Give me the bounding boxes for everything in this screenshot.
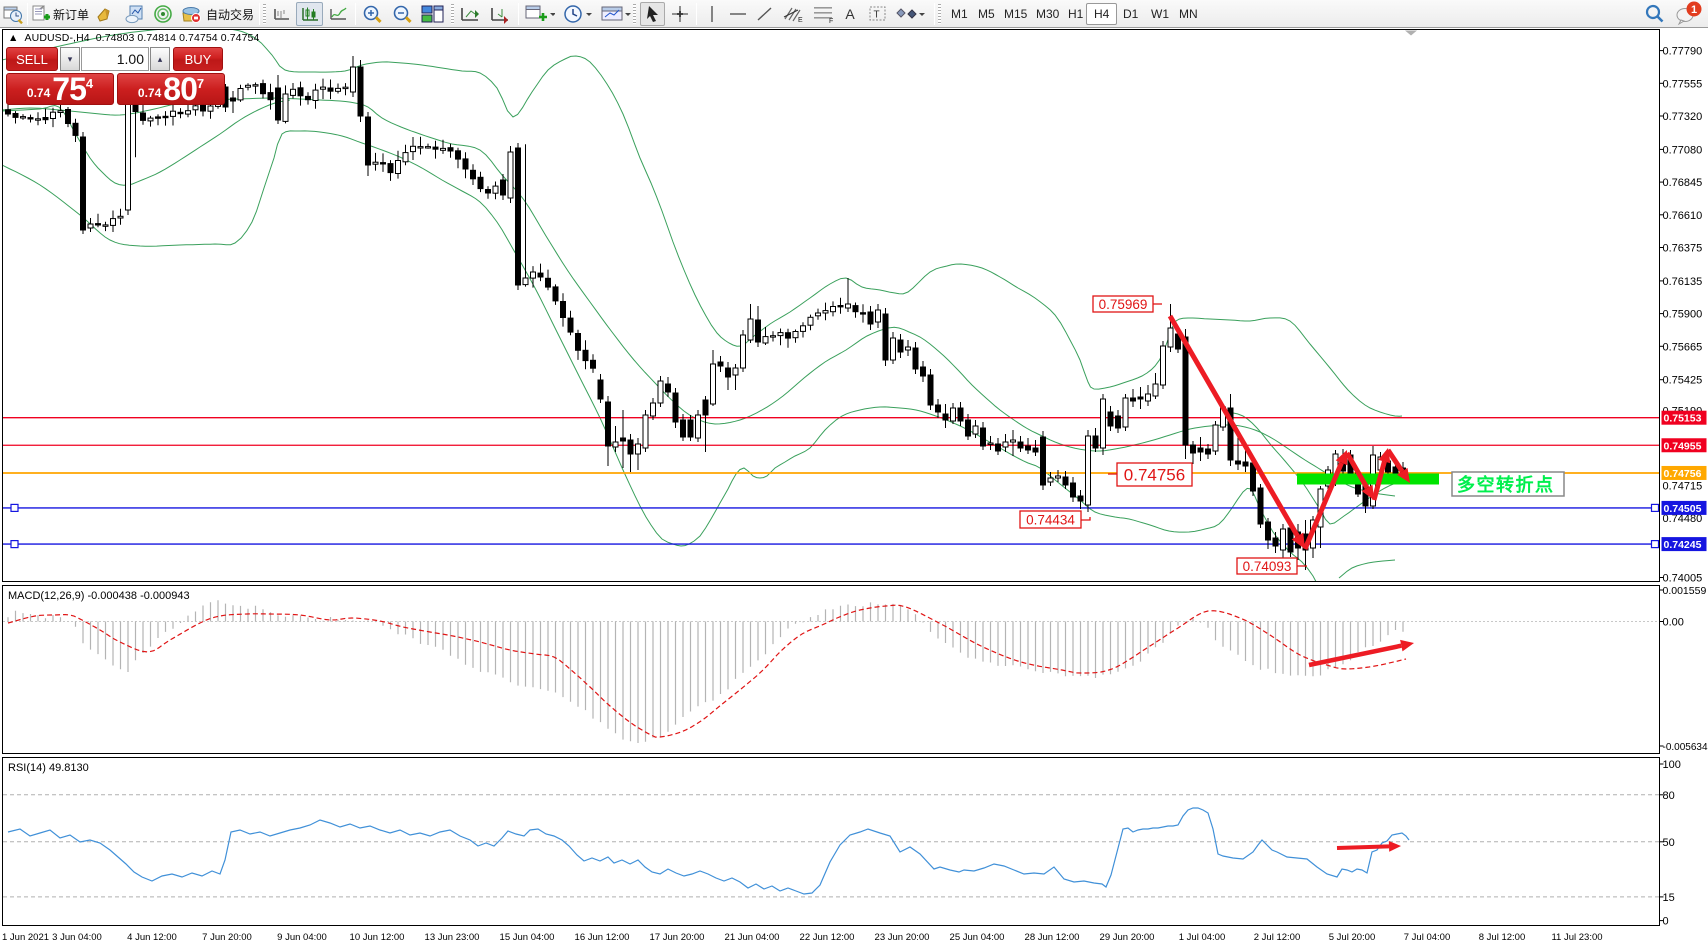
svg-text:0.77555: 0.77555 bbox=[1663, 78, 1703, 90]
svg-text:F: F bbox=[829, 18, 833, 24]
svg-text:-0.005634: -0.005634 bbox=[1663, 742, 1708, 753]
svg-text:23 Jun 20:00: 23 Jun 20:00 bbox=[875, 932, 930, 943]
svg-text:4 Jun 12:00: 4 Jun 12:00 bbox=[127, 932, 177, 943]
svg-text:0.74434: 0.74434 bbox=[1026, 512, 1075, 527]
svg-text:0.74005: 0.74005 bbox=[1663, 573, 1703, 585]
svg-text:28 Jun 12:00: 28 Jun 12:00 bbox=[1025, 932, 1080, 943]
svg-text:7 Jul 04:00: 7 Jul 04:00 bbox=[1404, 932, 1450, 943]
svg-text:2 Jul 12:00: 2 Jul 12:00 bbox=[1254, 932, 1300, 943]
svg-text:0.74480: 0.74480 bbox=[1663, 513, 1703, 525]
svg-text:T: T bbox=[874, 10, 880, 21]
svg-text:E: E bbox=[798, 17, 803, 24]
svg-text:100: 100 bbox=[1663, 759, 1681, 771]
svg-text:21 Jun 04:00: 21 Jun 04:00 bbox=[725, 932, 780, 943]
svg-text:MACD(12,26,9) -0.000438 -0.000: MACD(12,26,9) -0.000438 -0.000943 bbox=[8, 590, 190, 602]
svg-text:0.74756: 0.74756 bbox=[1124, 466, 1185, 485]
svg-text:0.74245: 0.74245 bbox=[1664, 539, 1702, 551]
svg-text:0.75900: 0.75900 bbox=[1663, 309, 1703, 321]
svg-text:0.74955: 0.74955 bbox=[1664, 440, 1702, 452]
svg-text:1: 1 bbox=[1691, 4, 1697, 16]
svg-text:29 Jun 20:00: 29 Jun 20:00 bbox=[1100, 932, 1155, 943]
svg-text:15: 15 bbox=[1663, 892, 1675, 904]
svg-text:多空转折点: 多空转折点 bbox=[1457, 474, 1555, 495]
svg-text:3 Jun 04:00: 3 Jun 04:00 bbox=[52, 932, 102, 943]
svg-text:9 Jun 04:00: 9 Jun 04:00 bbox=[277, 932, 327, 943]
svg-text:1 Jun 2021: 1 Jun 2021 bbox=[2, 932, 49, 943]
svg-text:15 Jun 04:00: 15 Jun 04:00 bbox=[500, 932, 555, 943]
svg-text:16 Jun 12:00: 16 Jun 12:00 bbox=[575, 932, 630, 943]
svg-text:RSI(14) 49.8130: RSI(14) 49.8130 bbox=[8, 762, 89, 774]
svg-text:0.74756: 0.74756 bbox=[1664, 468, 1702, 480]
svg-text:25 Jun 04:00: 25 Jun 04:00 bbox=[950, 932, 1005, 943]
svg-text:5 Jul 20:00: 5 Jul 20:00 bbox=[1329, 932, 1375, 943]
svg-text:0.76375: 0.76375 bbox=[1663, 243, 1703, 255]
svg-text:0.74093: 0.74093 bbox=[1243, 559, 1292, 574]
svg-text:10 Jun 12:00: 10 Jun 12:00 bbox=[350, 932, 405, 943]
svg-text:0.76610: 0.76610 bbox=[1663, 210, 1703, 222]
svg-text:8 Jul 12:00: 8 Jul 12:00 bbox=[1479, 932, 1525, 943]
svg-text:0.76845: 0.76845 bbox=[1663, 177, 1703, 189]
svg-text:80: 80 bbox=[1663, 790, 1675, 802]
svg-text:0.75153: 0.75153 bbox=[1664, 413, 1702, 425]
svg-text:0.75665: 0.75665 bbox=[1663, 341, 1703, 353]
svg-text:0: 0 bbox=[1663, 916, 1669, 928]
svg-text:7 Jun 20:00: 7 Jun 20:00 bbox=[202, 932, 252, 943]
svg-text:22 Jun 12:00: 22 Jun 12:00 bbox=[800, 932, 855, 943]
svg-text:0.77080: 0.77080 bbox=[1663, 144, 1703, 156]
svg-text:0.75969: 0.75969 bbox=[1099, 297, 1148, 312]
svg-text:0.74715: 0.74715 bbox=[1663, 481, 1703, 493]
svg-text:0.00: 0.00 bbox=[1663, 617, 1684, 629]
svg-text:50: 50 bbox=[1663, 837, 1675, 849]
svg-text:17 Jun 20:00: 17 Jun 20:00 bbox=[650, 932, 705, 943]
svg-text:0.75425: 0.75425 bbox=[1663, 375, 1703, 387]
svg-text:0.77790: 0.77790 bbox=[1663, 46, 1703, 58]
svg-text:0.77320: 0.77320 bbox=[1663, 111, 1703, 123]
svg-text:0.001559: 0.001559 bbox=[1663, 585, 1707, 597]
svg-text:0.76135: 0.76135 bbox=[1663, 276, 1703, 288]
svg-text:11 Jul 23:00: 11 Jul 23:00 bbox=[1551, 932, 1602, 943]
svg-text:0.74505: 0.74505 bbox=[1664, 503, 1702, 515]
svg-text:13 Jun 23:00: 13 Jun 23:00 bbox=[425, 932, 480, 943]
svg-text:1 Jul 04:00: 1 Jul 04:00 bbox=[1179, 932, 1225, 943]
